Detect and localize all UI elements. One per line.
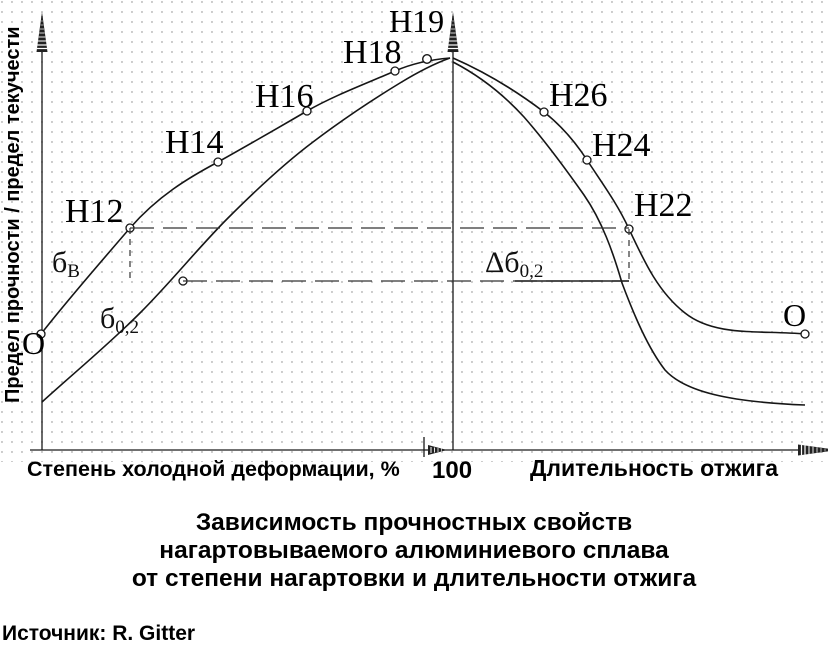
- svg-text:H14: H14: [165, 124, 224, 161]
- svg-text:нагартовываемого алюминиевого: нагартовываемого алюминиевого сплава: [159, 537, 669, 564]
- svg-text:O: O: [783, 297, 806, 333]
- svg-text:H16: H16: [255, 78, 314, 115]
- svg-text:Зависимость прочностных свойст: Зависимость прочностных свойств: [196, 509, 632, 536]
- svg-text:100: 100: [432, 457, 472, 484]
- svg-text:Предел прочности / предел теку: Предел прочности / предел текучести: [2, 26, 24, 403]
- svg-text:Длительность отжига: Длительность отжига: [530, 455, 778, 481]
- svg-text:H22: H22: [634, 187, 693, 224]
- svg-text:H12: H12: [65, 193, 124, 230]
- svg-text:H18: H18: [343, 34, 402, 71]
- svg-text:H24: H24: [592, 127, 651, 164]
- svg-text:Источник: R. Gitter: Источник: R. Gitter: [2, 622, 195, 645]
- svg-text:от степени нагартовки и длител: от степени нагартовки и длительности отж…: [132, 565, 697, 592]
- svg-text:H26: H26: [549, 77, 608, 114]
- svg-text:Степень холодной деформации, %: Степень холодной деформации, %: [27, 457, 400, 481]
- svg-text:H19: H19: [389, 3, 444, 39]
- svg-text:O: O: [22, 325, 45, 361]
